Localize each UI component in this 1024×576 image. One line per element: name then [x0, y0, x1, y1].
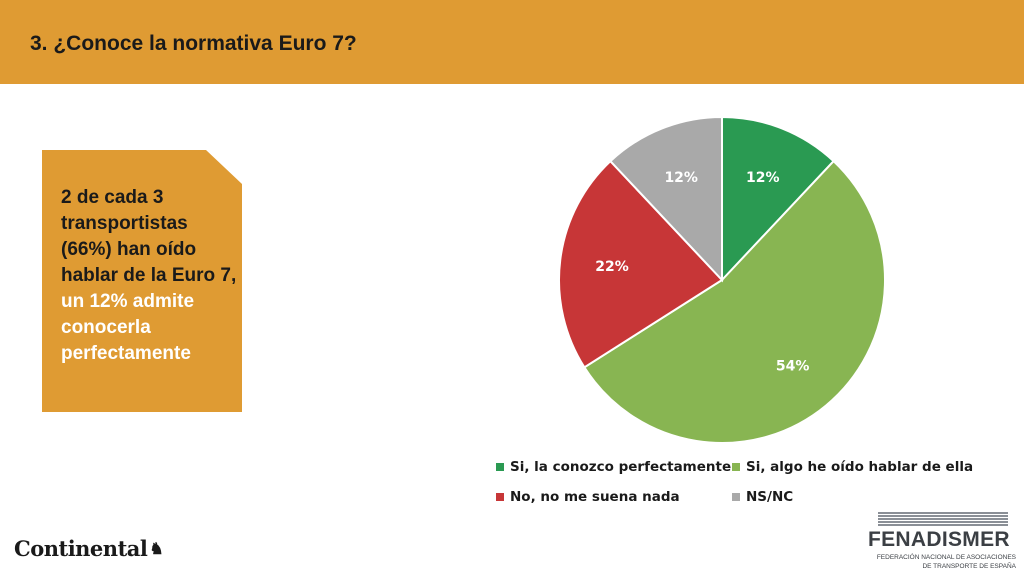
- legend-label-3: NS/NC: [746, 489, 794, 505]
- legend-label-2: No, no me suena nada: [510, 489, 680, 505]
- pie-chart: 12% 54% 22% 12%: [558, 115, 886, 444]
- pie-slice-1: [582, 159, 886, 444]
- continental-wordmark: Continental: [14, 536, 148, 561]
- pie-label-2: 22%: [595, 259, 629, 275]
- callout-text: 2 de cada 3 transportistas (66%) han oíd…: [61, 185, 237, 367]
- fenadismer-subtitle-line1: FEDERACIÓN NACIONAL DE ASOCIACIONES: [876, 554, 1016, 561]
- pie-label-3: 12%: [664, 170, 698, 186]
- stripes-icon: [878, 512, 1008, 526]
- legend-item-2: No, no me suena nada: [496, 489, 680, 505]
- legend-label-0: Si, la conozco perfectamente: [510, 459, 732, 475]
- legend-swatch-0: [496, 463, 504, 471]
- pie-slice-0: [721, 115, 835, 283]
- highlight-callout: 2 de cada 3 transportistas (66%) han oíd…: [42, 150, 242, 412]
- pie-label-1: 54%: [776, 358, 810, 374]
- fenadismer-name: FENADISMER: [868, 528, 1010, 551]
- pie-slice-2: [558, 159, 724, 369]
- fenadismer-logo: FENADISMER FEDERACIÓN NACIONAL DE ASOCIA…: [866, 512, 1018, 572]
- legend-item-0: Si, la conozco perfectamente: [496, 459, 731, 475]
- legend-swatch-1: [732, 463, 740, 471]
- callout-highlight-text: un 12% admite conocerla perfectamente: [61, 291, 195, 364]
- pie-slice-3: [609, 115, 723, 283]
- page-title: 3. ¿Conoce la normativa Euro 7?: [30, 32, 357, 55]
- legend-item-1: Si, algo he oído hablar de ella: [732, 459, 973, 475]
- legend-label-1: Si, algo he oído hablar de ella: [746, 459, 974, 475]
- pie-label-0: 12%: [746, 170, 780, 186]
- callout-shape: [42, 150, 242, 412]
- legend-swatch-3: [732, 493, 740, 501]
- callout-main-text: 2 de cada 3 transportistas (66%) han oíd…: [61, 187, 237, 286]
- legend-swatch-2: [496, 493, 504, 501]
- continental-logo: Continental ♞: [14, 536, 164, 561]
- fenadismer-subtitle-line2: DE TRANSPORTE DE ESPAÑA: [922, 563, 1016, 570]
- legend-item-3: NS/NC: [732, 489, 793, 505]
- horse-icon: ♞: [149, 539, 164, 558]
- header-bar: 3. ¿Conoce la normativa Euro 7?: [0, 0, 1024, 84]
